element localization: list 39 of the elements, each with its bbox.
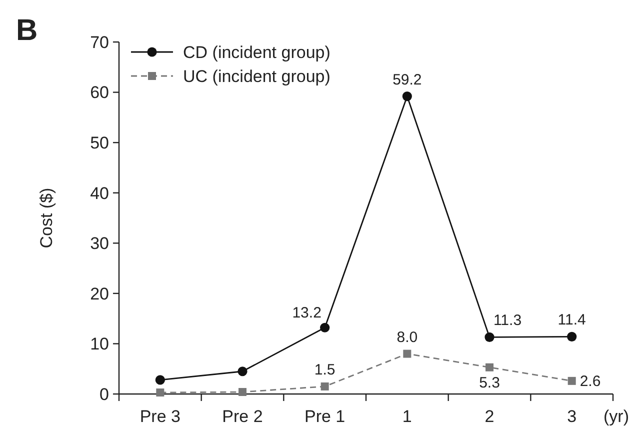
y-tick-label: 30 <box>90 234 109 254</box>
y-tick-label: 0 <box>100 384 109 404</box>
data-label: 8.0 <box>396 328 418 346</box>
point <box>155 375 165 385</box>
data-label: 1.5 <box>314 361 336 378</box>
data-label: 59.2 <box>392 71 422 88</box>
legend-label: CD (incident group) <box>183 42 330 62</box>
data-label: 5.3 <box>479 374 500 392</box>
text: B <box>16 14 38 47</box>
x-tick-label: 1 <box>402 407 412 426</box>
y-tick-label: 60 <box>90 83 109 102</box>
point <box>320 382 329 390</box>
y-tick-label: 10 <box>90 334 109 354</box>
point <box>486 363 494 372</box>
point <box>484 332 494 342</box>
point <box>238 366 248 376</box>
legend-label: UC (incident group) <box>183 66 330 86</box>
y-tick-label: 20 <box>90 284 109 304</box>
x-tick-label: Pre 3 <box>140 407 180 426</box>
y-tick-label: 40 <box>90 184 109 203</box>
x-tick-label: 2 <box>484 407 494 426</box>
data-label: 13.2 <box>292 304 322 322</box>
x-tick-label: 3 <box>567 407 577 426</box>
point <box>402 92 412 102</box>
x-axis-title: (yr) <box>604 407 629 426</box>
point <box>403 350 412 358</box>
point <box>238 388 246 396</box>
y-tick-label: 70 <box>90 32 109 52</box>
data-label: 11.3 <box>493 312 522 330</box>
point <box>568 376 576 385</box>
y-axis-title: Cost ($) <box>37 188 56 248</box>
point <box>567 332 577 342</box>
data-label: 2.6 <box>580 372 601 390</box>
x-tick-label: Pre 1 <box>304 407 346 426</box>
data-label: 11.4 <box>558 312 586 329</box>
point <box>156 388 164 396</box>
point <box>320 322 330 332</box>
x-tick-label: Pre 2 <box>222 407 263 426</box>
y-tick-label: 50 <box>90 134 109 153</box>
